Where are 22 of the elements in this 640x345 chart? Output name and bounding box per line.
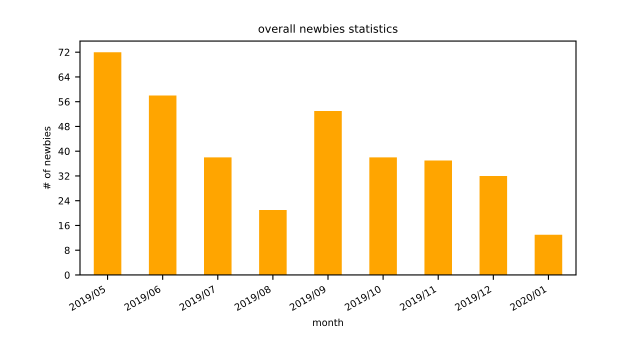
bar bbox=[148, 96, 176, 275]
y-tick-label: 16 bbox=[58, 222, 70, 230]
bar bbox=[204, 157, 232, 275]
y-tick-label: 32 bbox=[58, 172, 70, 180]
y-tick-label: 48 bbox=[58, 122, 70, 130]
y-tick-label: 24 bbox=[58, 197, 70, 204]
y-tick-label: 8 bbox=[64, 246, 70, 254]
bar bbox=[94, 52, 122, 275]
bar bbox=[534, 234, 562, 275]
y-tick-label: 64 bbox=[58, 73, 70, 81]
y-axis-title: # of newbies bbox=[42, 126, 50, 190]
y-tick-label: 72 bbox=[58, 48, 70, 56]
chart-title: overall newbies statistics bbox=[258, 24, 398, 33]
bar bbox=[480, 176, 508, 275]
x-axis-title: month bbox=[313, 318, 343, 326]
bar bbox=[369, 157, 397, 275]
y-tick-label: 0 bbox=[64, 271, 70, 279]
bar bbox=[314, 110, 342, 275]
y-tick-label: 40 bbox=[58, 148, 70, 156]
y-tick-label: 56 bbox=[58, 98, 70, 106]
bar bbox=[424, 160, 452, 275]
bar bbox=[259, 210, 287, 275]
